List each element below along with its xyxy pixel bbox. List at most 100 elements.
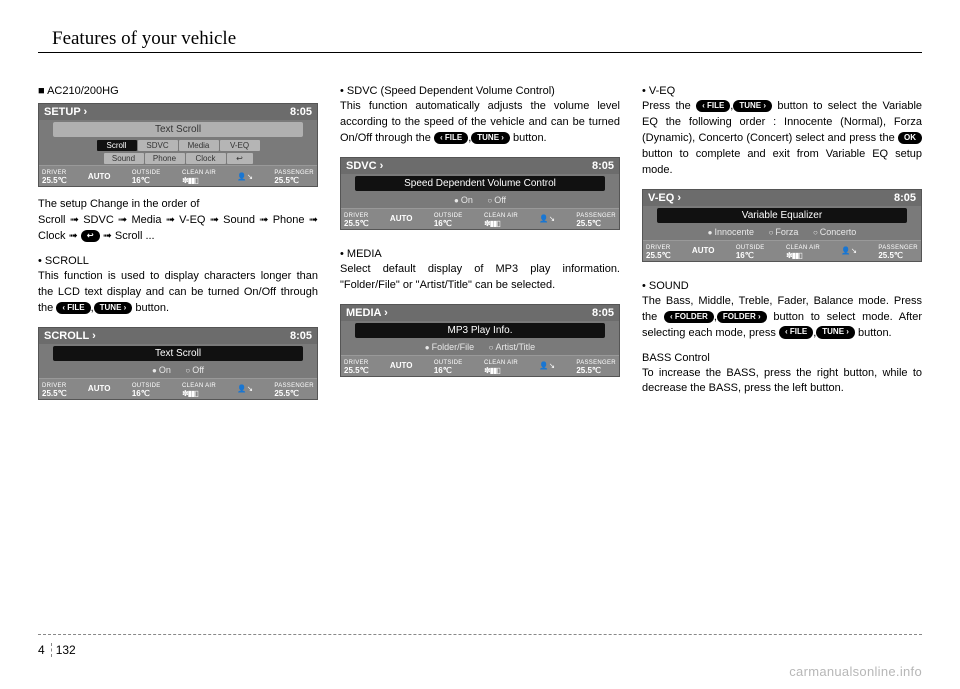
para-media: Select default display of MP3 play infor… <box>340 262 620 294</box>
lcd-title: Text Scroll <box>53 346 303 361</box>
tune-button: TUNE › <box>471 132 510 144</box>
lcd-options: On Off <box>341 193 619 208</box>
lcd-veq: V-EQ › 8:05 Variable Equalizer Innocente… <box>642 189 922 262</box>
lcd-options: Folder/File Artist/Title <box>341 340 619 355</box>
column-1: ■ AC210/200HG SETUP › 8:05 Text Scroll S… <box>38 85 318 410</box>
fan-icon: ✽▮▮▯ <box>484 366 500 375</box>
column-3: • V-EQ Press the ‹ FILE,TUNE › button to… <box>642 85 922 410</box>
fan-icon: ✽▮▮▯ <box>182 176 198 185</box>
tab-sound: Sound <box>104 153 144 164</box>
opt-on: On <box>152 365 171 375</box>
airflow-icon: 👤↘ <box>539 214 555 223</box>
lcd-status-bar: DRIVER25.5℃ AUTO OUTSIDE16℃ CLEAN AIR✽▮▮… <box>643 240 921 261</box>
lcd-options: Innocente Forza Concerto <box>643 225 921 240</box>
heading-bass: BASS Control <box>642 352 922 364</box>
opt-off: Off <box>185 365 204 375</box>
opt-folderfile: Folder/File <box>425 342 474 352</box>
tab-sdvc: SDVC <box>138 140 178 151</box>
passenger-temp: 25.5℃ <box>576 366 601 375</box>
header-divider <box>38 52 922 53</box>
driver-temp: 25.5℃ <box>646 251 671 260</box>
heading-media: • MEDIA <box>340 248 620 260</box>
model-label: ■ AC210/200HG <box>38 85 318 97</box>
para-veq: Press the ‹ FILE,TUNE › button to select… <box>642 99 922 179</box>
auto-mode: AUTO <box>390 214 413 223</box>
fan-icon: ✽▮▮▯ <box>484 219 500 228</box>
lcd-status-bar: DRIVER25.5℃ AUTO OUTSIDE16℃ CLEAN AIR✽▮▮… <box>341 208 619 229</box>
lcd-clock: 8:05 <box>290 106 312 118</box>
tune-button: TUNE › <box>733 100 772 112</box>
opt-artisttitle: Artist/Title <box>489 342 536 352</box>
heading-sdvc: • SDVC (Speed Dependent Volume Control) <box>340 85 620 97</box>
lcd-clock: 8:05 <box>290 330 312 342</box>
lcd-options: On Off <box>39 363 317 378</box>
lcd-status-bar: DRIVER25.5℃ AUTO OUTSIDE16℃ CLEAN AIR✽▮▮… <box>39 378 317 399</box>
para-sdvc: This function automatically adjusts the … <box>340 99 620 147</box>
ok-button: OK <box>898 132 922 144</box>
opt-off: Off <box>487 195 506 205</box>
passenger-temp: 25.5℃ <box>274 389 299 398</box>
passenger-temp: 25.5℃ <box>576 219 601 228</box>
content-columns: ■ AC210/200HG SETUP › 8:05 Text Scroll S… <box>38 85 922 410</box>
passenger-temp: 25.5℃ <box>274 176 299 185</box>
driver-temp: 25.5℃ <box>344 219 369 228</box>
tab-back: ↩ <box>227 153 253 164</box>
lcd-banner: Text Scroll <box>53 122 303 137</box>
auto-mode: AUTO <box>692 246 715 255</box>
fan-icon: ✽▮▮▯ <box>786 251 802 260</box>
auto-mode: AUTO <box>88 172 111 181</box>
file-button: ‹ FILE <box>696 100 730 112</box>
driver-temp: 25.5℃ <box>42 176 67 185</box>
file-button: ‹ FILE <box>779 326 813 338</box>
airflow-icon: 👤↘ <box>237 172 253 181</box>
heading-sound: • SOUND <box>642 280 922 292</box>
lcd-scroll: SCROLL › 8:05 Text Scroll On Off DRIVER2… <box>38 327 318 400</box>
footer-divider <box>38 634 922 635</box>
tab-veq: V-EQ <box>220 140 260 151</box>
folder-right-button: FOLDER › <box>717 311 767 323</box>
auto-mode: AUTO <box>88 384 111 393</box>
opt-innocente: Innocente <box>708 227 754 237</box>
watermark: carmanualsonline.info <box>789 664 922 679</box>
lcd-clock: 8:05 <box>894 192 916 204</box>
tab-clock: Clock <box>186 153 226 164</box>
outside-temp: 16℃ <box>434 219 452 228</box>
lcd-mode: SCROLL › <box>44 330 96 342</box>
lcd-mode: MEDIA › <box>346 307 388 319</box>
driver-temp: 25.5℃ <box>42 389 67 398</box>
para-setup-order: The setup Change in the order of Scroll … <box>38 197 318 245</box>
tab-phone: Phone <box>145 153 185 164</box>
opt-on: On <box>454 195 473 205</box>
para-sound: The Bass, Middle, Treble, Fader, Balance… <box>642 294 922 342</box>
passenger-temp: 25.5℃ <box>878 251 903 260</box>
heading-veq: • V-EQ <box>642 85 922 97</box>
para-scroll: This function is used to display charact… <box>38 269 318 317</box>
lcd-sdvc: SDVC › 8:05 Speed Dependent Volume Contr… <box>340 157 620 230</box>
opt-forza: Forza <box>769 227 799 237</box>
lcd-mode: SDVC › <box>346 160 383 172</box>
lcd-mode: V-EQ › <box>648 192 681 204</box>
file-button: ‹ FILE <box>56 302 90 314</box>
back-button-icon: ↩ <box>81 230 100 242</box>
driver-temp: 25.5℃ <box>344 366 369 375</box>
lcd-tabs-row1: Scroll SDVC Media V-EQ <box>39 139 317 152</box>
page-number: 4132 <box>38 643 76 657</box>
auto-mode: AUTO <box>390 361 413 370</box>
lcd-title: MP3 Play Info. <box>355 323 605 338</box>
lcd-tabs-row2: Sound Phone Clock ↩ <box>39 152 317 165</box>
outside-temp: 16℃ <box>132 176 150 185</box>
page-header-title: Features of your vehicle <box>52 28 922 50</box>
heading-scroll: • SCROLL <box>38 255 318 267</box>
lcd-media: MEDIA › 8:05 MP3 Play Info. Folder/File … <box>340 304 620 377</box>
fan-icon: ✽▮▮▯ <box>182 389 198 398</box>
tab-media: Media <box>179 140 219 151</box>
lcd-title: Speed Dependent Volume Control <box>355 176 605 191</box>
column-2: • SDVC (Speed Dependent Volume Control) … <box>340 85 620 410</box>
tune-button: TUNE › <box>816 326 855 338</box>
para-bass: To increase the BASS, press the right bu… <box>642 366 922 398</box>
outside-temp: 16℃ <box>132 389 150 398</box>
lcd-status-bar: DRIVER25.5℃ AUTO OUTSIDE16℃ CLEAN AIR✽▮▮… <box>39 165 317 186</box>
lcd-setup: SETUP › 8:05 Text Scroll Scroll SDVC Med… <box>38 103 318 187</box>
airflow-icon: 👤↘ <box>237 384 253 393</box>
outside-temp: 16℃ <box>434 366 452 375</box>
